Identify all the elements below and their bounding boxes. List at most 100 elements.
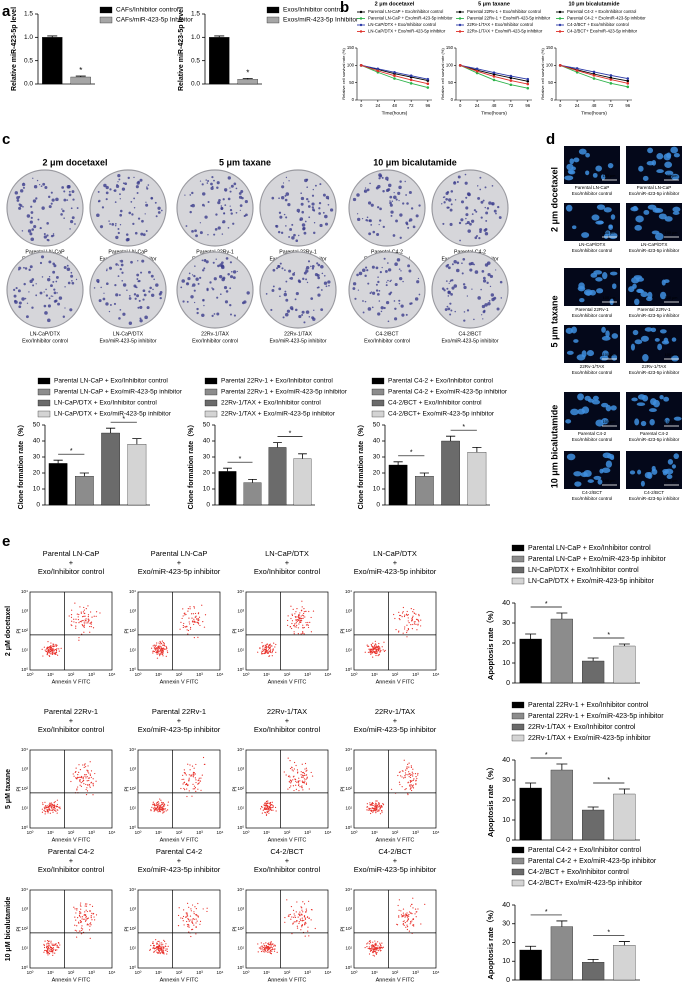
colony [311,202,315,206]
colony [356,273,359,277]
colony [52,270,56,274]
colony [139,178,143,182]
event [311,775,314,777]
event [51,943,53,945]
event [87,616,89,618]
event [78,922,80,924]
cell [634,224,642,231]
event [375,812,377,814]
event [291,622,293,625]
colony [385,270,388,273]
event [80,902,82,904]
event [78,613,80,616]
colony [484,186,487,189]
event [90,782,92,784]
colony [117,173,121,178]
colony [482,310,486,314]
event [296,925,298,927]
event [298,623,300,625]
colony [291,236,295,240]
event [289,625,292,628]
event [193,767,195,769]
micro-caption: Exo/miR-423-5p inhibitor [629,248,680,253]
colony [199,180,202,182]
plot-title: Parental LN-CaP [151,549,208,558]
legend-label: Parental 22Rv-1 + Exo/Inhibitor control [221,378,333,385]
colony [131,213,134,216]
colony [288,180,290,182]
event [80,912,82,914]
cell [597,479,603,485]
cell [610,214,616,220]
event [188,926,190,928]
micro-caption: Exo/Inhibitor control [572,248,613,253]
event [286,899,288,901]
event [181,617,183,620]
event [51,807,53,809]
event [43,946,46,949]
event [366,803,368,805]
colony [393,192,395,194]
colony [265,293,268,295]
event [189,769,191,771]
event [257,951,259,953]
event [184,789,186,791]
event [291,620,294,622]
event [298,621,301,623]
event [375,806,377,808]
event [263,943,265,945]
event [81,929,83,932]
event [188,779,190,781]
event [273,950,276,952]
event [264,947,266,949]
bar [48,463,68,506]
event [94,919,96,921]
colony [207,200,210,204]
plot-frame [353,749,437,829]
event [82,778,84,780]
point [376,67,380,71]
event [420,923,422,925]
event [193,785,196,787]
error-bar [556,920,568,927]
y-tick-label: 0 [551,97,554,102]
event [381,805,383,808]
event [285,774,287,776]
cell [671,355,679,362]
colony [398,199,400,202]
colony [48,297,51,300]
event [83,621,85,623]
legend-label: Parental C4-2 + Exo/Inhibitor control [528,847,641,854]
colony [412,225,416,229]
event [159,655,161,657]
event [77,921,80,923]
event [185,783,188,786]
colony [367,201,372,205]
event [266,652,269,654]
cell [631,397,638,402]
colony [386,281,388,283]
colony [324,214,328,219]
event [269,801,272,804]
event [268,948,271,950]
event [48,804,51,806]
event [159,798,161,800]
x-tick-label: 24 [475,103,480,108]
event [290,785,292,787]
x-tick-label: 10⁰ [27,830,34,835]
event [269,650,271,652]
legend-swatch [511,701,525,709]
event [368,807,370,809]
event [409,788,411,790]
cell [601,418,609,425]
y-tick-label: 10³ [21,907,28,912]
dish [89,251,167,329]
event [417,774,419,776]
event [76,789,78,791]
colony [468,262,472,266]
point [475,67,479,71]
event [156,943,158,945]
event [75,767,77,769]
dish [6,251,84,329]
y-tick-label: 10² [21,786,28,791]
